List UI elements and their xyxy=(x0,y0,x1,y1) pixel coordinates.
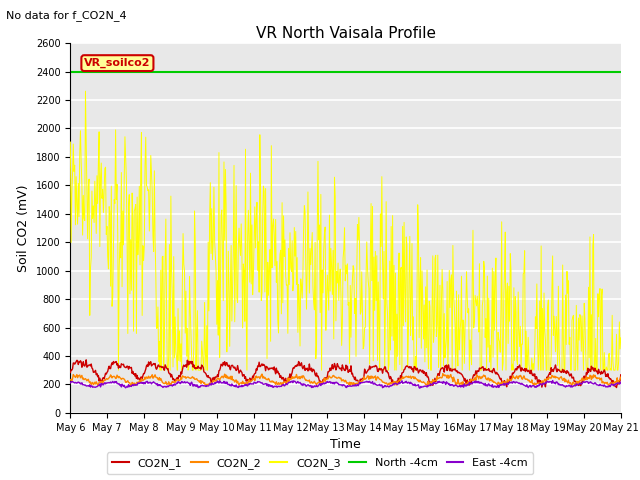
Text: VR_soilco2: VR_soilco2 xyxy=(84,58,150,68)
Text: No data for f_CO2N_4: No data for f_CO2N_4 xyxy=(6,10,127,21)
X-axis label: Time: Time xyxy=(330,438,361,451)
Legend: CO2N_1, CO2N_2, CO2N_3, North -4cm, East -4cm: CO2N_1, CO2N_2, CO2N_3, North -4cm, East… xyxy=(106,453,534,474)
Title: VR North Vaisala Profile: VR North Vaisala Profile xyxy=(255,25,436,41)
Y-axis label: Soil CO2 (mV): Soil CO2 (mV) xyxy=(17,184,30,272)
